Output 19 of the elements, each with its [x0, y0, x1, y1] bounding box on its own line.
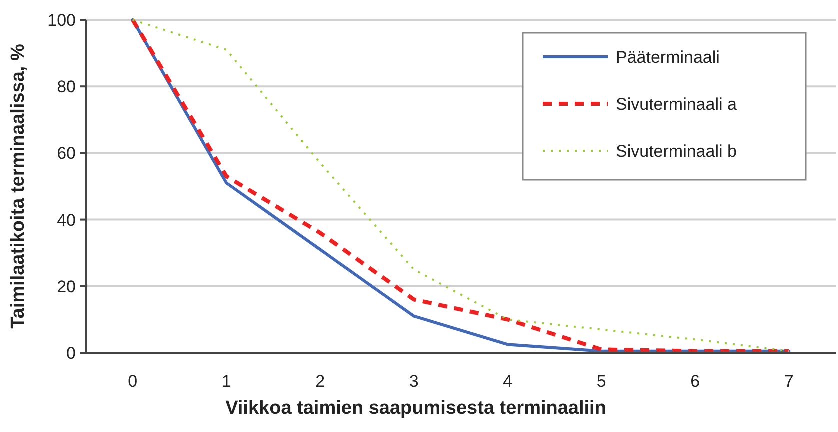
y-tick-label: 20	[57, 277, 76, 296]
x-tick-label: 3	[409, 372, 419, 391]
x-tick-label: 1	[222, 372, 232, 391]
x-tick-label: 4	[503, 372, 513, 391]
x-tick-label: 2	[316, 372, 326, 391]
y-tick-label: 80	[57, 78, 76, 97]
x-tick-label: 5	[596, 372, 606, 391]
x-axis-title: Viikkoa taimien saapumisesta terminaaliin	[226, 398, 606, 419]
y-tick-label: 40	[57, 210, 76, 230]
y-tick-label: 60	[57, 144, 76, 164]
x-tick-label: 6	[690, 372, 700, 391]
legend-label: Sivuterminaali b	[616, 142, 737, 161]
y-axis-title: Taimilaatikoita terminaalissa, %	[8, 44, 29, 329]
y-tick-label: 100	[48, 10, 76, 30]
legend-label: Sivuterminaali a	[616, 94, 738, 114]
x-tick-label: 7	[784, 372, 794, 391]
x-tick-label: 0	[128, 372, 138, 391]
y-tick-label: 0	[66, 344, 76, 363]
legend-label: Pääterminaali	[616, 48, 720, 67]
